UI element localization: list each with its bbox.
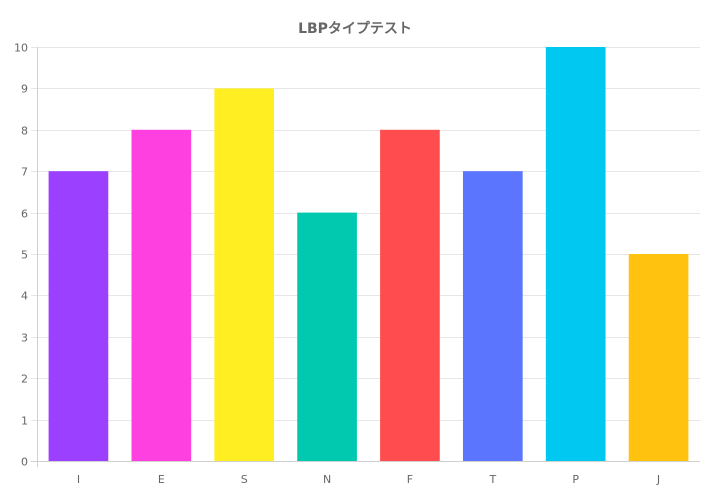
bars xyxy=(48,47,689,462)
x-tick-label: T xyxy=(488,473,496,486)
axes xyxy=(31,47,700,467)
bar-P xyxy=(545,47,606,461)
x-tick-label: J xyxy=(656,473,660,486)
y-tick-label: 3 xyxy=(21,332,28,345)
chart-title: LBPタイプテスト xyxy=(298,21,412,37)
y-tick-label: 5 xyxy=(21,249,28,262)
bar-N xyxy=(297,212,357,461)
x-tick-label: I xyxy=(77,473,80,486)
bar-F xyxy=(380,129,440,462)
y-tick-label: 9 xyxy=(21,83,28,96)
y-tick-label: 1 xyxy=(21,415,28,428)
y-tick-label: 0 xyxy=(21,456,28,469)
bar-E xyxy=(131,129,192,462)
bar-S xyxy=(214,88,275,462)
x-tick-label: P xyxy=(572,473,579,486)
y-tick-label: 2 xyxy=(21,373,28,386)
y-tick-label: 7 xyxy=(21,166,28,179)
bar-T xyxy=(462,171,523,461)
y-axis-tick-labels: 0 1 2 3 4 5 6 7 8 9 10 xyxy=(14,42,28,469)
x-tick-label: S xyxy=(241,473,248,486)
y-tick-label: 4 xyxy=(21,290,28,303)
bar-J xyxy=(628,254,689,461)
bar-I xyxy=(48,171,109,461)
x-tick-label: F xyxy=(407,473,413,486)
y-tick-label: 8 xyxy=(21,125,28,138)
y-tick-label: 10 xyxy=(14,42,28,55)
x-tick-label: N xyxy=(323,473,331,486)
y-tick-label: 6 xyxy=(21,208,28,221)
x-tick-label: E xyxy=(158,473,165,486)
